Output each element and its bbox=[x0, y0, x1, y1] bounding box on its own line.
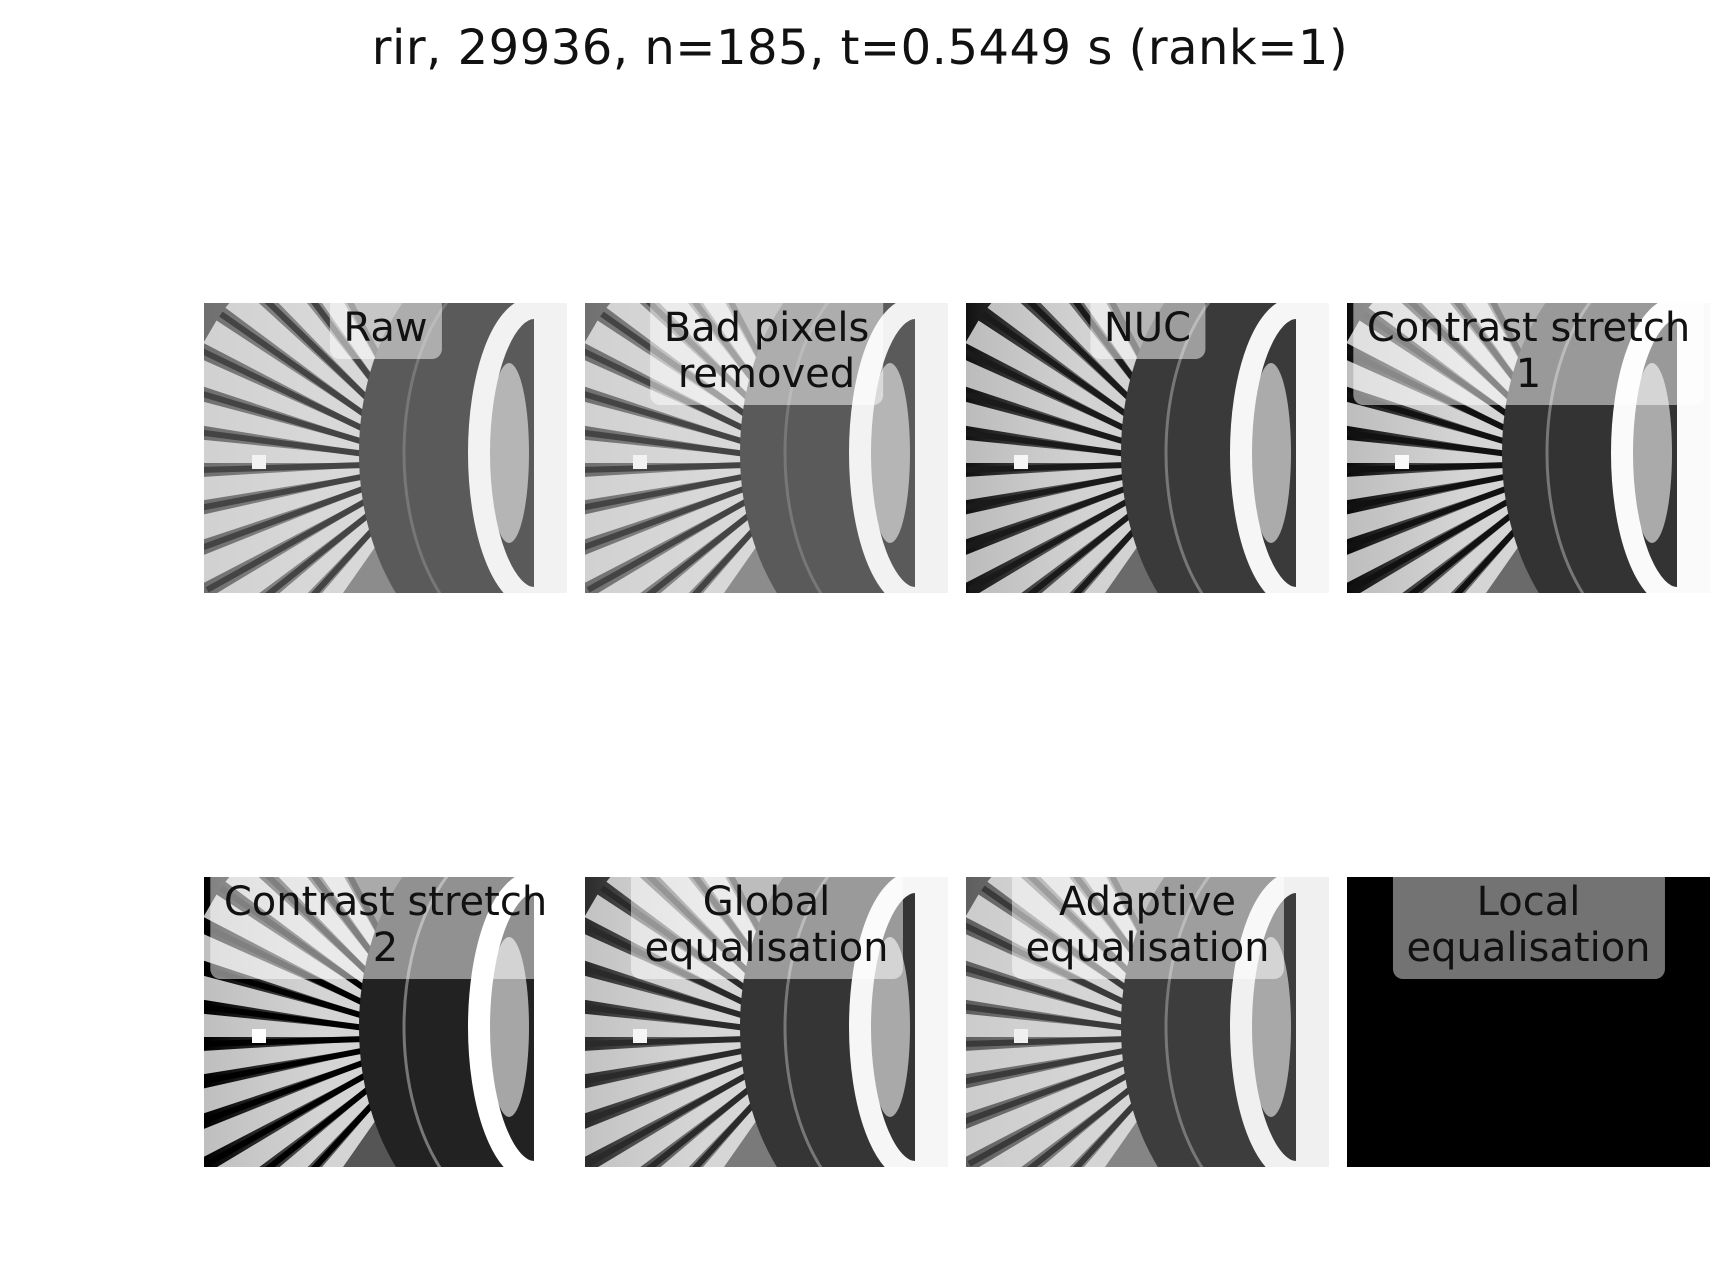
thermal-image-raw bbox=[204, 303, 567, 593]
thermal-image-nuc bbox=[966, 303, 1329, 593]
panel-global-equalisation: Global equalisation bbox=[585, 877, 948, 1167]
panel-label: NUC bbox=[1089, 303, 1206, 359]
panel-label: Global equalisation bbox=[630, 877, 903, 979]
panel-local-equalisation: Local equalisation bbox=[1347, 877, 1710, 1167]
panel-nuc: NUC bbox=[966, 303, 1329, 593]
panel-bad-pixels-removed: Bad pixels removed bbox=[585, 303, 948, 593]
panel-label: Bad pixels removed bbox=[649, 303, 884, 405]
panel-label: Adaptive equalisation bbox=[1011, 877, 1284, 979]
panel-label: Contrast stretch 2 bbox=[209, 877, 562, 979]
figure-title: rir, 29936, n=185, t=0.5449 s (rank=1) bbox=[371, 20, 1349, 76]
panel-label: Local equalisation bbox=[1392, 877, 1665, 979]
panel-label: Contrast stretch 1 bbox=[1352, 303, 1705, 405]
panel-raw: Raw bbox=[204, 303, 567, 593]
panel-adaptive-equalisation: Adaptive equalisation bbox=[966, 877, 1329, 1167]
panel-contrast-stretch-2: Contrast stretch 2 bbox=[204, 877, 567, 1167]
panel-contrast-stretch-1: Contrast stretch 1 bbox=[1347, 303, 1710, 593]
panel-label: Raw bbox=[329, 303, 442, 359]
